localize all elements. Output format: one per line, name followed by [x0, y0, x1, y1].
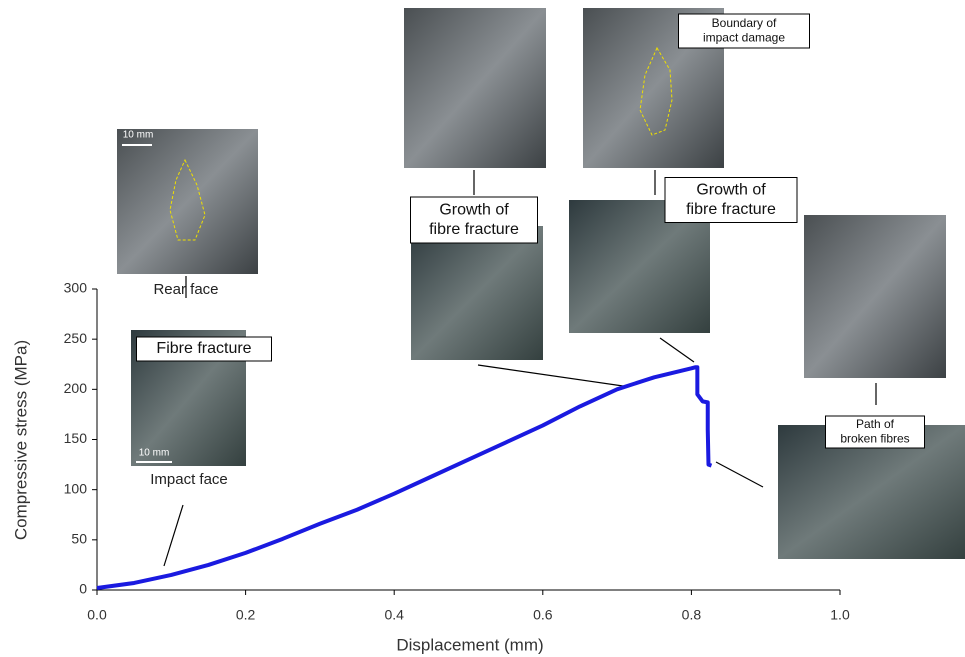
annotation-box — [410, 196, 538, 244]
y-tick-label: 50 — [71, 531, 87, 547]
x-tick-label: 0.0 — [87, 607, 107, 623]
photo — [404, 8, 546, 168]
connector — [163, 504, 184, 567]
photos — [117, 8, 965, 559]
annotation-box — [664, 177, 798, 223]
annotation-box — [136, 336, 272, 362]
y-axis-label: Compressive stress (MPa) — [11, 340, 30, 540]
annotation: Boundary of — [712, 16, 777, 30]
y-tick-label: 250 — [64, 330, 88, 346]
annotation: 10 mm — [139, 448, 170, 459]
connector — [715, 461, 764, 488]
annotation: Path of — [856, 417, 895, 431]
annotation-box — [825, 415, 925, 449]
damage-outline — [639, 46, 673, 136]
photo — [411, 226, 543, 360]
y-tick-label: 150 — [64, 430, 88, 446]
y-tick-label: 300 — [64, 280, 88, 296]
photo — [117, 129, 258, 274]
annotation: 10 mm — [123, 130, 154, 141]
annotation: Impact face — [150, 471, 228, 488]
x-tick-label: 1.0 — [830, 607, 850, 623]
annotation: Rear face — [153, 281, 218, 298]
annotation: Fibre fracture — [156, 340, 251, 357]
photo — [804, 215, 946, 378]
annotation: Growth of — [439, 202, 509, 219]
x-tick-label: 0.6 — [533, 607, 553, 623]
y-tick-label: 100 — [64, 480, 88, 496]
connector — [659, 337, 695, 363]
x-tick-label: 0.8 — [682, 607, 702, 623]
y-tick-label: 0 — [79, 581, 87, 597]
annotation: impact damage — [703, 30, 785, 44]
data-line — [96, 365, 713, 590]
x-tick-label: 0.4 — [384, 607, 404, 623]
annotation: broken fibres — [840, 431, 909, 445]
damage-outline — [169, 158, 206, 241]
x-axis-label: Displacement (mm) — [396, 635, 543, 654]
connectors — [163, 170, 877, 567]
annotation-box — [678, 13, 810, 49]
annotation: fibre fracture — [686, 201, 776, 218]
annotation: Growth of — [696, 182, 766, 199]
annotation: fibre fracture — [429, 221, 519, 238]
y-tick-label: 200 — [64, 380, 88, 396]
connector — [477, 364, 624, 387]
x-tick-label: 0.2 — [236, 607, 256, 623]
